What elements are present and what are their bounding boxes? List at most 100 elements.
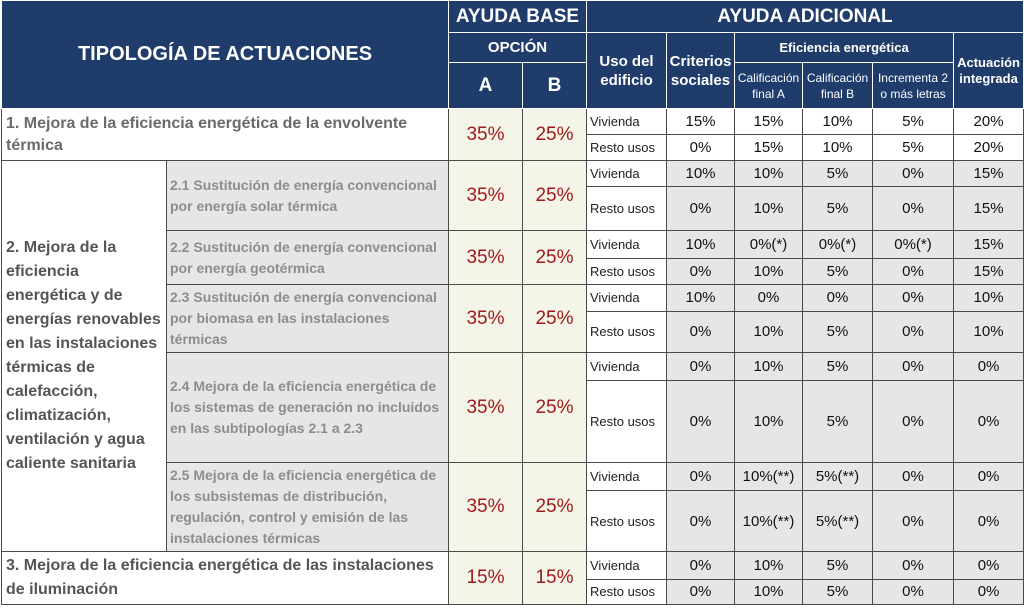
value-cell: 0%(*)	[734, 230, 803, 259]
value-cell: 5%	[872, 134, 954, 161]
value-cell: 10%	[952, 284, 1024, 312]
value-cell: 0%(*)	[802, 230, 873, 259]
table-row: 2.2 Sustitución de energía convencional …	[2, 230, 1024, 285]
header-integrada: Actuación integrada	[952, 32, 1024, 109]
table-row: 2. Mejora de la eficiencia energética y …	[1, 160, 1024, 552]
value-cell: 0%	[872, 160, 954, 187]
table-row: Resto usos 0% 10%(**) 5%(**) 0% 0%	[2, 490, 1024, 552]
subsection-2-5-label: 2.5 Mejora de la eficiencia energética d…	[166, 462, 449, 552]
value-cell: 0%	[666, 461, 735, 492]
value-cell: 10%	[666, 160, 735, 187]
option-b-value: 25%	[522, 230, 587, 285]
value-cell: 10%	[734, 186, 803, 231]
value-cell: 15%	[952, 160, 1024, 187]
uso-cell: Resto usos	[586, 380, 667, 463]
value-cell: 0%	[666, 186, 735, 231]
value-cell: 15%	[666, 108, 735, 135]
header-criterios: Criterios sociales	[666, 32, 735, 109]
value-cell: 10%	[734, 578, 803, 606]
value-cell: 5%	[802, 310, 873, 354]
value-cell: 10%	[802, 108, 873, 135]
option-a-value: 35%	[448, 352, 523, 463]
uso-cell: Vivienda	[586, 551, 667, 580]
header-cal-b: Calificación final B	[802, 62, 873, 109]
option-b-value: 25%	[522, 108, 587, 161]
value-cell: 5%	[802, 551, 873, 580]
value-cell: 5%(**)	[802, 461, 873, 492]
subsection-2-4-label: 2.4 Mejora de la eficiencia energética d…	[166, 352, 449, 463]
value-cell: 0%	[666, 490, 735, 552]
value-cell: 15%	[952, 230, 1024, 259]
uso-cell: Resto usos	[586, 490, 667, 552]
value-cell: 15%	[734, 134, 803, 161]
value-cell: 0%	[872, 310, 954, 354]
header-tipologia: TIPOLOGÍA DE ACTUACIONES	[1, 0, 449, 109]
header-opt-a: A	[448, 62, 523, 109]
value-cell: 5%	[802, 352, 873, 381]
value-cell: 0%	[952, 551, 1024, 580]
header-incrementa: Incrementa 2 o más letras	[872, 62, 954, 109]
value-cell: 15%	[734, 108, 803, 135]
option-b-value: 25%	[522, 160, 587, 231]
table-row: 2.5 Mejora de la eficiencia energética d…	[2, 461, 1024, 552]
header-cal-a: Calificación final A	[734, 62, 803, 109]
value-cell: 10%	[734, 310, 803, 354]
value-cell: 15%	[952, 258, 1024, 285]
value-cell: 0%	[666, 380, 735, 463]
value-cell: 0%	[666, 258, 735, 285]
header-opcion: OPCIÓN	[448, 32, 587, 63]
option-a-value: 35%	[448, 230, 523, 285]
value-cell: 0%	[952, 461, 1024, 492]
value-cell: 10%	[734, 258, 803, 285]
header-ayuda-adicional: AYUDA ADICIONAL	[585, 0, 1024, 33]
option-b-value: 25%	[522, 284, 587, 353]
table-row: Resto usos 0% 10% 5% 0% 0%	[2, 380, 1024, 463]
option-b-value: 15%	[522, 551, 587, 605]
value-cell: 15%	[952, 186, 1024, 231]
subsection-2-1-label: 2.1 Sustitución de energía convencional …	[166, 160, 449, 231]
value-cell: 0%	[734, 284, 803, 312]
section-3-label: 3. Mejora de la eficiencia energética de…	[1, 551, 449, 605]
value-cell: 10%	[734, 551, 803, 580]
uso-cell: Resto usos	[586, 134, 667, 161]
value-cell: 10%(**)	[734, 461, 803, 492]
uso-cell: Resto usos	[586, 578, 667, 606]
value-cell: 0%	[872, 578, 954, 606]
header-uso: Uso del edificio	[586, 32, 667, 109]
table-row: Resto usos 0% 10% 5% 0% 0%	[2, 578, 1024, 606]
uso-cell: Vivienda	[586, 284, 667, 312]
uso-cell: Vivienda	[586, 230, 667, 259]
value-cell: 0%	[666, 551, 735, 580]
value-cell: 10%	[734, 380, 803, 463]
table-row: 1. Mejora de la eficiencia energética de…	[1, 108, 1024, 161]
value-cell: 0%	[872, 258, 954, 285]
value-cell: 10%	[734, 160, 803, 187]
uso-cell: Vivienda	[586, 461, 667, 492]
section-2-label: 2. Mejora de la eficiencia energética y …	[1, 160, 167, 552]
value-cell: 0%	[666, 134, 735, 161]
table-row: Resto usos 0% 10% 5% 0% 15%	[2, 258, 1024, 285]
value-cell: 10%	[952, 310, 1024, 354]
value-cell: 0%	[872, 490, 954, 552]
section-1-label: 1. Mejora de la eficiencia energética de…	[1, 108, 449, 161]
value-cell: 5%	[802, 258, 873, 285]
value-cell: 5%	[872, 108, 954, 135]
value-cell: 0%(*)	[872, 230, 954, 259]
value-cell: 20%	[952, 108, 1024, 135]
option-b-value: 25%	[522, 352, 587, 463]
table-row: Resto usos 0% 10% 5% 0% 10%	[2, 310, 1024, 354]
value-cell: 10%	[802, 134, 873, 161]
value-cell: 0%	[872, 186, 954, 231]
value-cell: 20%	[952, 134, 1024, 161]
option-b-value: 25%	[522, 462, 587, 552]
value-cell: 0%	[952, 578, 1024, 606]
subsection-2-3-label: 2.3 Sustitución de energía convencional …	[166, 284, 449, 353]
header-opt-b: B	[522, 62, 587, 109]
uso-cell: Vivienda	[586, 352, 667, 381]
value-cell: 5%(**)	[802, 490, 873, 552]
value-cell: 0%	[872, 352, 954, 381]
value-cell: 5%	[802, 160, 873, 187]
uso-cell: Vivienda	[586, 108, 667, 135]
value-cell: 10%	[666, 284, 735, 312]
